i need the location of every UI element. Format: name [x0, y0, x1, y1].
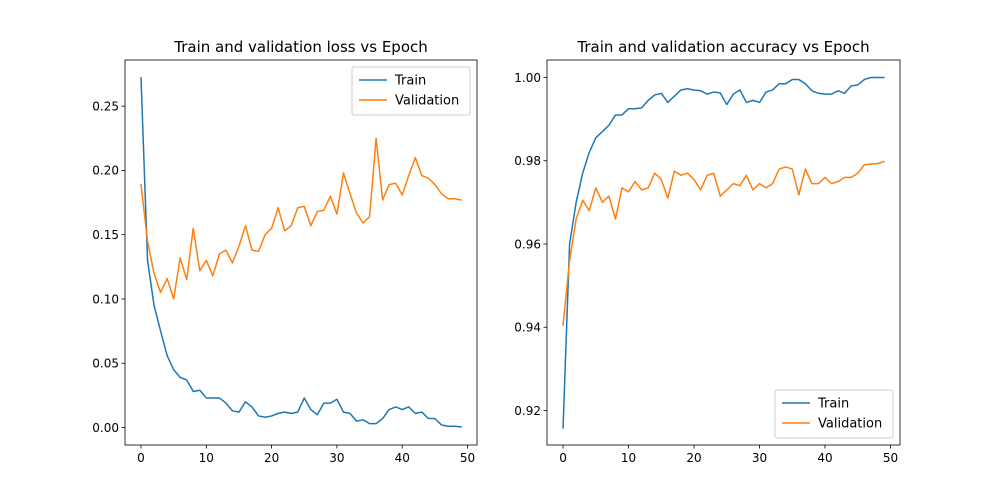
legend-box: [351, 66, 471, 116]
y-tick-label: 0.00: [92, 421, 119, 435]
series-line-train: [562, 76, 885, 429]
x-tick-label: 0: [559, 451, 567, 465]
y-tick-label: 0.94: [514, 321, 541, 335]
legend-label-train: Train: [394, 74, 426, 89]
y-tick-label: 0.20: [92, 164, 119, 178]
y-tick-label: 0.05: [92, 357, 119, 371]
y-tick-label: 0.92: [514, 404, 541, 418]
x-tick-label: 40: [395, 451, 410, 465]
legend-label-validation: Validation: [395, 94, 459, 109]
legend: Train Validation: [774, 389, 894, 439]
axes-frame: [124, 59, 478, 446]
legend-label-validation: Validation: [818, 417, 882, 432]
chart-loss: Train and validation loss vs Epoch 0 10 20 3…: [92, 38, 478, 465]
y-tick-label: 0.10: [92, 292, 119, 306]
legend-label-train: Train: [817, 397, 849, 412]
x-tick-label: 30: [329, 451, 344, 465]
legend: Train Validation: [351, 66, 471, 116]
y-tick-label: 1.00: [514, 71, 541, 85]
x-tick-label: 0: [137, 451, 145, 465]
series-line-train: [140, 77, 462, 428]
x-tick-label: 10: [621, 451, 636, 465]
y-tick-label: 0.96: [514, 237, 541, 251]
x-tick-label: 10: [199, 451, 214, 465]
y-tick-label: 0.25: [92, 99, 119, 113]
chart-title: Train and validation loss vs Epoch: [173, 38, 428, 56]
legend-box: [774, 389, 894, 439]
y-tick-label: 0.15: [92, 228, 119, 242]
x-tick-label: 30: [752, 451, 767, 465]
chart-title: Train and validation accuracy vs Epoch: [576, 38, 869, 56]
x-tick-label: 20: [264, 451, 279, 465]
series-line-validation: [562, 160, 885, 326]
chart-accuracy: Train and validation accuracy vs Epoch 0 1…: [514, 38, 901, 465]
series-line-validation: [140, 137, 462, 300]
x-tick-label: 50: [460, 451, 475, 465]
x-tick-label: 20: [686, 451, 701, 465]
x-tick-label: 40: [817, 451, 832, 465]
y-tick-label: 0.98: [514, 154, 541, 168]
x-tick-label: 50: [883, 451, 898, 465]
axes-frame: [546, 59, 901, 446]
